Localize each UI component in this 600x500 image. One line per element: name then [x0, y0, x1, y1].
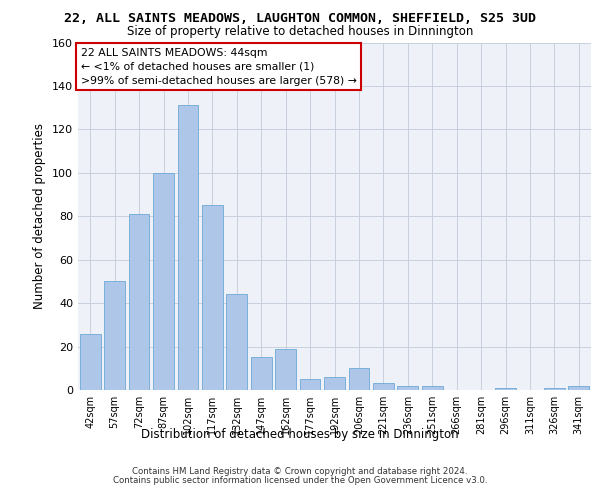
Bar — [275, 348, 296, 390]
Bar — [324, 377, 345, 390]
Text: Size of property relative to detached houses in Dinnington: Size of property relative to detached ho… — [127, 25, 473, 38]
Bar — [544, 388, 565, 390]
Text: 22, ALL SAINTS MEADOWS, LAUGHTON COMMON, SHEFFIELD, S25 3UD: 22, ALL SAINTS MEADOWS, LAUGHTON COMMON,… — [64, 12, 536, 26]
Bar — [495, 388, 516, 390]
Bar — [128, 214, 149, 390]
Bar — [568, 386, 589, 390]
Bar — [226, 294, 247, 390]
Text: Distribution of detached houses by size in Dinnington: Distribution of detached houses by size … — [141, 428, 459, 441]
Bar — [349, 368, 370, 390]
Bar — [251, 358, 272, 390]
Bar — [178, 106, 199, 390]
Bar — [153, 173, 174, 390]
Y-axis label: Number of detached properties: Number of detached properties — [34, 123, 46, 309]
Bar — [397, 386, 418, 390]
Bar — [373, 384, 394, 390]
Text: Contains public sector information licensed under the Open Government Licence v3: Contains public sector information licen… — [113, 476, 487, 485]
Bar — [422, 386, 443, 390]
Bar — [80, 334, 101, 390]
Bar — [299, 379, 320, 390]
Text: Contains HM Land Registry data © Crown copyright and database right 2024.: Contains HM Land Registry data © Crown c… — [132, 467, 468, 476]
Bar — [104, 282, 125, 390]
Bar — [202, 206, 223, 390]
Text: 22 ALL SAINTS MEADOWS: 44sqm
← <1% of detached houses are smaller (1)
>99% of se: 22 ALL SAINTS MEADOWS: 44sqm ← <1% of de… — [80, 48, 356, 86]
